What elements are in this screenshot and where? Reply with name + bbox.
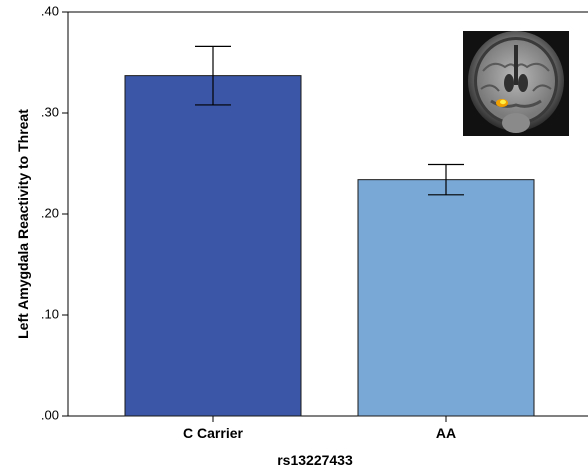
y-tick-label: .30 [41, 104, 59, 119]
bar-1 [124, 75, 302, 417]
bars [124, 75, 535, 417]
y-tick-label: .10 [41, 306, 59, 321]
y-tick-label: .20 [41, 205, 59, 220]
brain-mri-inset [463, 31, 569, 136]
x-category-label: C Carrier [183, 425, 243, 441]
error-bars [195, 45, 464, 196]
bar-2 [357, 179, 535, 417]
y-axis-title: Left Amygdala Reactivity to Threat [15, 109, 31, 339]
y-tick-label: .40 [41, 3, 59, 18]
x-category-label: AA [436, 425, 456, 441]
y-tick-label: .00 [41, 407, 59, 422]
x-axis-categories: C Carrier AA [183, 416, 456, 441]
y-axis-ticks: .00 .10 .20 .30 .40 [41, 3, 68, 422]
x-axis-title: rs13227433 [277, 452, 353, 468]
